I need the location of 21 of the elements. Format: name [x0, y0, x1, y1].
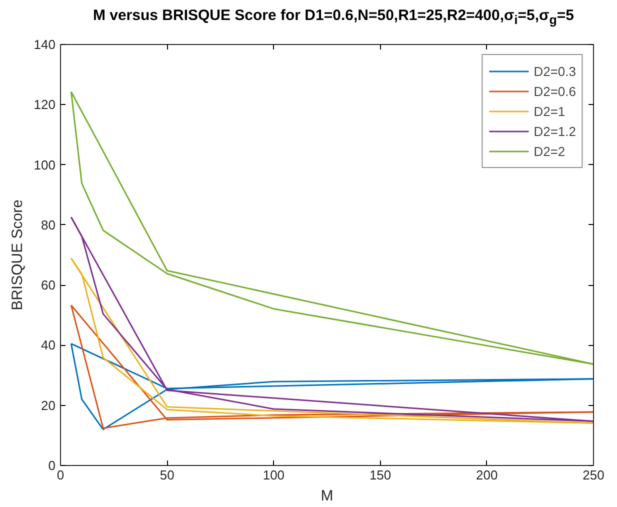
x-axis-title: M — [320, 488, 334, 504]
x-tick-label: 250 — [582, 468, 604, 482]
x-tick-label: 50 — [160, 468, 174, 482]
y-tick-label: 80 — [41, 217, 56, 232]
x-tick-label: 100 — [262, 468, 285, 482]
y-tick-label: 0 — [48, 458, 56, 473]
chart-title: M versus BRISQUE Score for D1=0.6,N=50,R1=25,R2=400,σ$_{i}$=5,σ$_{g}$=5 — [92, 6, 574, 29]
legend-label: D2=1 — [534, 104, 566, 118]
y-tick-label: 100 — [34, 157, 56, 172]
x-tick-label: 150 — [369, 468, 392, 482]
x-tick-label: 200 — [476, 468, 498, 482]
legend-label: D2=0.6 — [534, 84, 576, 98]
y-tick-label: 40 — [41, 338, 56, 353]
y-tick-label: 140 — [34, 37, 56, 52]
legend-label: D2=0.3 — [534, 64, 576, 78]
y-tick-label: 20 — [41, 398, 56, 413]
legend-label: D2=2 — [534, 144, 566, 158]
y-tick-label: 60 — [41, 278, 56, 293]
y-axis-title: BRISQUE Score — [8, 200, 26, 310]
y-tick-label: 120 — [34, 97, 56, 112]
legend-label: D2=1.2 — [534, 124, 576, 138]
